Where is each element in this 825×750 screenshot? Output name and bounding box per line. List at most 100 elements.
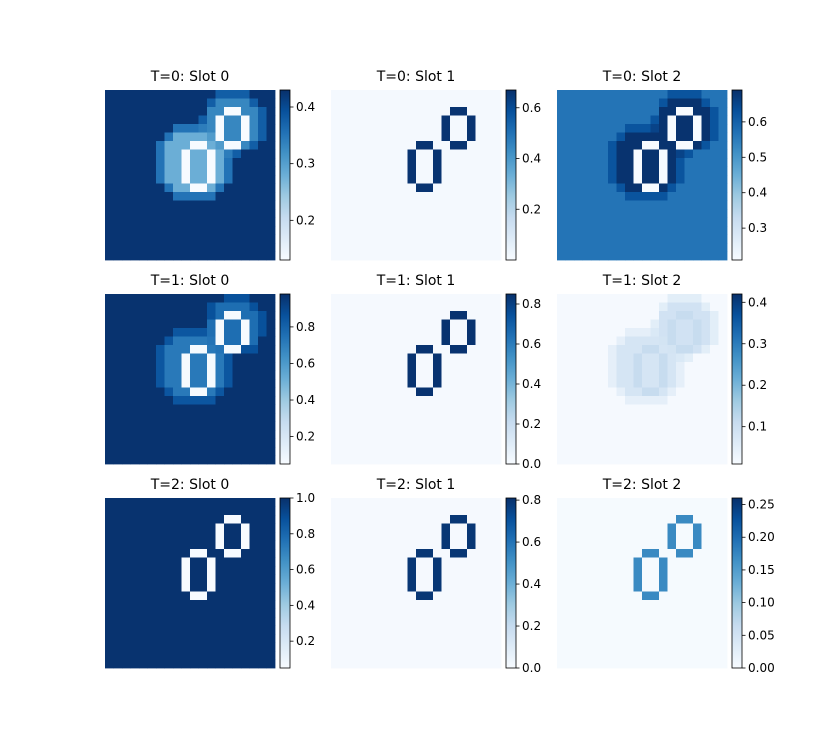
- heatmap-cell: [710, 498, 719, 507]
- heatmap-cell: [424, 430, 434, 439]
- heatmap-cell: [382, 455, 391, 465]
- heatmap-cell: [198, 540, 208, 550]
- heatmap-cell: [105, 566, 114, 575]
- heatmap-cell: [492, 642, 502, 652]
- heatmap-cell: [693, 396, 702, 405]
- heatmap-cell: [659, 353, 668, 363]
- heatmap-cell: [484, 311, 493, 320]
- heatmap-cell: [565, 455, 575, 465]
- heatmap-cell: [467, 387, 476, 397]
- heatmap-cell: [475, 608, 485, 618]
- heatmap-cell: [365, 498, 374, 507]
- colorbar-tick-label: 0.4: [296, 598, 315, 612]
- heatmap-cell: [266, 294, 276, 303]
- heatmap-cell: [390, 124, 400, 133]
- heatmap-cell: [156, 608, 165, 618]
- heatmap-cell: [599, 132, 609, 142]
- heatmap-cell: [249, 532, 259, 541]
- heatmap-cell: [190, 345, 199, 354]
- heatmap-cell: [181, 115, 191, 125]
- colorbar-tick-label: 0.6: [522, 337, 541, 351]
- heatmap-cell: [484, 523, 493, 533]
- heatmap-cell: [710, 557, 719, 567]
- heatmap-cell: [164, 413, 174, 422]
- heatmap-cell: [492, 625, 502, 635]
- heatmap-cell: [416, 226, 425, 235]
- heatmap-cell: [339, 217, 349, 227]
- heatmap-cell: [667, 166, 677, 176]
- heatmap-cell: [365, 651, 374, 660]
- heatmap-cell: [356, 107, 366, 116]
- heatmap-cell: [122, 421, 131, 431]
- heatmap-cell: [181, 540, 191, 550]
- heatmap-cell: [467, 294, 476, 303]
- heatmap-cell: [492, 583, 502, 592]
- heatmap-cell: [659, 217, 668, 227]
- heatmap-cell: [676, 591, 685, 601]
- heatmap-cell: [484, 294, 493, 303]
- heatmap-cell: [207, 557, 216, 567]
- heatmap-cell: [258, 438, 267, 448]
- heatmap-cell: [147, 251, 157, 261]
- heatmap-cell: [365, 566, 374, 575]
- heatmap-cell: [667, 506, 677, 516]
- heatmap-cell: [475, 591, 485, 601]
- heatmap-cell: [241, 141, 250, 150]
- heatmap-cell: [424, 200, 434, 210]
- heatmap-cell: [224, 634, 233, 643]
- heatmap-cell: [164, 141, 174, 150]
- heatmap-cell: [373, 328, 383, 337]
- heatmap-cell: [266, 642, 276, 652]
- heatmap-cell: [424, 217, 434, 227]
- heatmap-cell: [382, 141, 391, 150]
- heatmap-cell: [625, 98, 634, 108]
- heatmap-cell: [416, 566, 425, 575]
- heatmap-cell: [591, 370, 600, 380]
- heatmap-cell: [224, 540, 233, 550]
- heatmap-cell: [348, 608, 357, 618]
- heatmap-cell: [139, 124, 148, 133]
- heatmap-cell: [164, 396, 174, 405]
- heatmap-cell: [625, 608, 634, 618]
- heatmap-cell: [356, 566, 366, 575]
- heatmap-cell: [565, 549, 575, 558]
- heatmap-cell: [492, 651, 502, 660]
- heatmap-cell: [667, 413, 677, 422]
- heatmap-cell: [207, 549, 216, 558]
- heatmap-cell: [147, 353, 157, 363]
- heatmap-cell: [122, 234, 131, 244]
- colorbar-tick-label: 0.3: [748, 337, 767, 351]
- heatmap-cell: [164, 387, 174, 397]
- heatmap-cell: [147, 642, 157, 652]
- heatmap-cell: [139, 115, 148, 125]
- heatmap-cell: [625, 404, 634, 414]
- heatmap-cell: [181, 659, 191, 669]
- heatmap-cell: [390, 234, 400, 244]
- heatmap-cell: [574, 608, 583, 618]
- heatmap-cell: [232, 608, 242, 618]
- heatmap-cell: [232, 90, 242, 99]
- heatmap-cell: [642, 98, 651, 108]
- heatmap-cell: [258, 532, 267, 541]
- heatmap-cell: [441, 226, 451, 235]
- heatmap-cell: [181, 243, 191, 252]
- heatmap-cell: [130, 115, 140, 125]
- heatmap-cell: [407, 540, 417, 550]
- heatmap-cell: [650, 311, 660, 320]
- heatmap-cell: [147, 183, 157, 193]
- heatmap-cell: [407, 115, 417, 125]
- heatmap-cell: [557, 532, 566, 541]
- heatmap-cell: [625, 158, 634, 167]
- heatmap-cell: [331, 200, 340, 210]
- heatmap-cell: [475, 430, 485, 439]
- heatmap-cell: [122, 396, 131, 405]
- heatmap-cell: [331, 608, 340, 618]
- heatmap-cell: [139, 132, 148, 142]
- heatmap-cell: [198, 438, 208, 448]
- heatmap-cell: [190, 141, 199, 150]
- heatmap-cell: [105, 625, 114, 635]
- heatmap-cell: [416, 455, 425, 465]
- heatmap-cell: [484, 583, 493, 592]
- heatmap-cell: [424, 455, 434, 465]
- heatmap-cell: [684, 583, 694, 592]
